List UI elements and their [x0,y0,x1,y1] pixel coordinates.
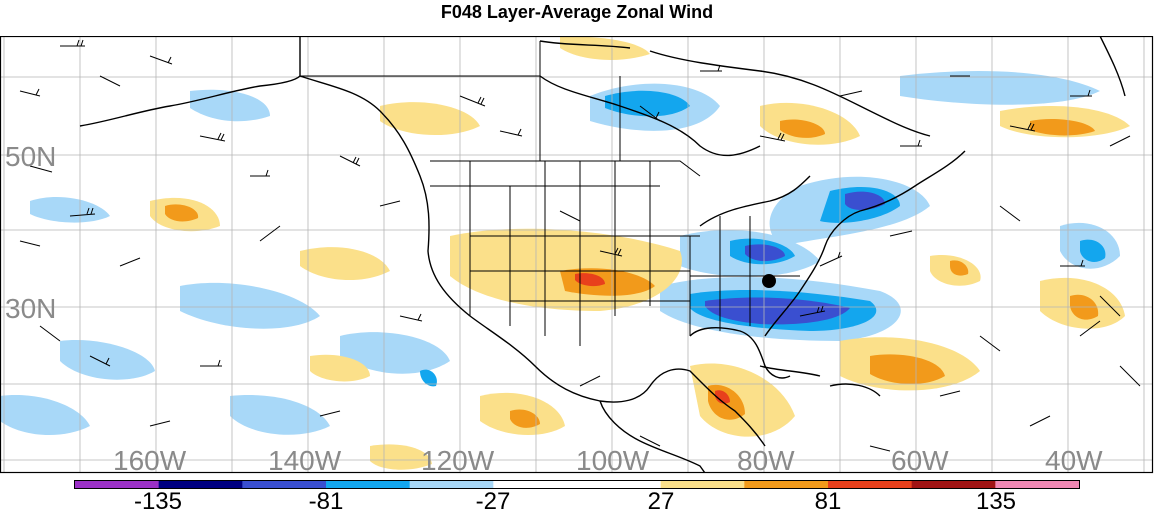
lat-label-50n: 50N [5,141,56,172]
colorbar-label-neg27: -27 [476,488,511,511]
lon-label-40w: 40W [1045,445,1103,474]
colorbar-swatch [75,481,160,488]
colorbar-swatch [493,481,578,488]
grid-lines [0,36,1153,473]
colorbar-swatch [577,481,662,488]
lon-label-100w: 100W [576,445,650,474]
station-dot [762,274,776,288]
wind-barbs [19,39,1141,452]
colorbar-swatch [409,481,494,488]
colorbar-swatch [242,481,327,488]
colorbar-swatch [995,481,1080,488]
colorbar-swatch [326,481,411,488]
colorbar-label-135: 135 [976,488,1016,511]
colorbar-swatch [911,481,996,488]
colorbar-swatch [158,481,243,488]
colorbar-swatch [660,481,745,488]
map-frame [0,36,1154,474]
lon-label-140w: 140W [268,445,342,474]
lat-label-30n: 30N [5,293,56,324]
lon-label-120w: 120W [421,445,495,474]
colorbar-swatch [744,481,829,488]
lon-label-160w: 160W [113,445,187,474]
zonal-wind-shading [0,36,1130,470]
colorbar-label-neg135: -135 [134,488,182,511]
colorbar-swatches [75,481,1080,488]
coastlines [79,36,1126,473]
colorbar: -135 -81 -27 27 81 135 [74,480,1080,511]
wind-map: 50N 30N 160W 140W 120W 100W 80W 60W 40W [0,36,1154,474]
colorbar-frame [74,480,1080,489]
colorbar-label-81: 81 [815,488,842,511]
lon-label-60w: 60W [891,445,949,474]
colorbar-swatch [828,481,913,488]
colorbar-label-27: 27 [648,488,675,511]
map-title: F048 Layer-Average Zonal Wind [440,2,714,22]
political-borders [300,41,800,346]
lon-label-80w: 80W [737,445,795,474]
colorbar-label-neg81: -81 [309,488,344,511]
